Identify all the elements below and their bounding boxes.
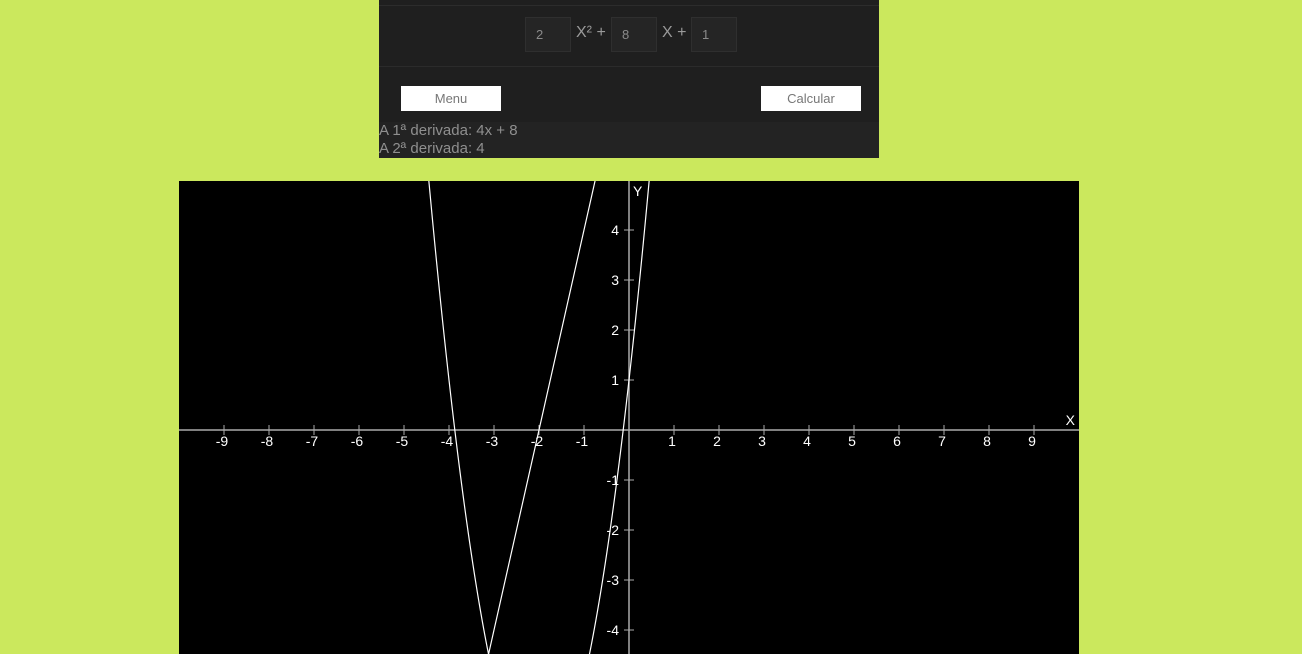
calculator-panel: X² + X + Menu Calcular A 1ª derivada: 4x…: [379, 0, 879, 158]
first-derivative-text: A 1ª derivada: 4x + 8: [379, 122, 518, 139]
x-tick-label: 9: [1028, 433, 1036, 449]
results-area: A 1ª derivada: 4x + 8 A 2ª derivada: 4: [379, 122, 879, 158]
derivative-line: [488, 181, 596, 654]
x-tick-label: -3: [486, 433, 499, 449]
x-squared-plus-label: X² +: [576, 24, 606, 41]
graph-area: -9 -8 -7 -6 -5 -4 -3 -2 -1 1 2 3 4 5 6 7 8 9 -4 -3 -2 -1 1 2 3 4 X…: [179, 181, 1079, 654]
x-tick-label: -5: [396, 433, 409, 449]
y-tick-label: 1: [611, 372, 619, 388]
x-tick-label: -8: [261, 433, 274, 449]
x-tick-label: 7: [938, 433, 946, 449]
x-tick-label: 1: [668, 433, 676, 449]
x-tick-label: 2: [713, 433, 721, 449]
coef-b-input[interactable]: [611, 17, 657, 52]
x-tick-label: -6: [351, 433, 364, 449]
y-tick-label: 2: [611, 322, 619, 338]
function-plot: -9 -8 -7 -6 -5 -4 -3 -2 -1 1 2 3 4 5 6 7 8 9-4-3-2-11234X…: [179, 181, 1079, 654]
y-tick-label: 4: [611, 222, 619, 238]
x-tick-label: -7: [306, 433, 319, 449]
coef-a-input[interactable]: [525, 17, 571, 52]
parabola-curve: [428, 181, 650, 654]
x-tick-label: 6: [893, 433, 901, 449]
x-tick-label: 8: [983, 433, 991, 449]
x-tick-label: -1: [576, 433, 589, 449]
x-tick-label: 5: [848, 433, 856, 449]
coef-c-input[interactable]: [691, 17, 737, 52]
second-derivative-text: A 2ª derivada: 4: [379, 140, 485, 157]
x-tick-label: -4: [441, 433, 454, 449]
x-axis-label: X: [1066, 412, 1076, 428]
x-tick-label: 4: [803, 433, 811, 449]
top-divider: [379, 5, 879, 6]
y-tick-label: 3: [611, 272, 619, 288]
menu-button[interactable]: Menu: [401, 86, 501, 111]
y-axis-label: Y: [633, 183, 643, 199]
x-tick-label: -9: [216, 433, 229, 449]
x-plus-label: X +: [662, 24, 687, 41]
equation-row: X² + X +: [379, 6, 879, 67]
y-tick-label: -3: [607, 572, 620, 588]
x-tick-label: 3: [758, 433, 766, 449]
calculate-button[interactable]: Calcular: [761, 86, 861, 111]
y-tick-label: -4: [607, 622, 620, 638]
y-tick-label: -2: [607, 522, 620, 538]
